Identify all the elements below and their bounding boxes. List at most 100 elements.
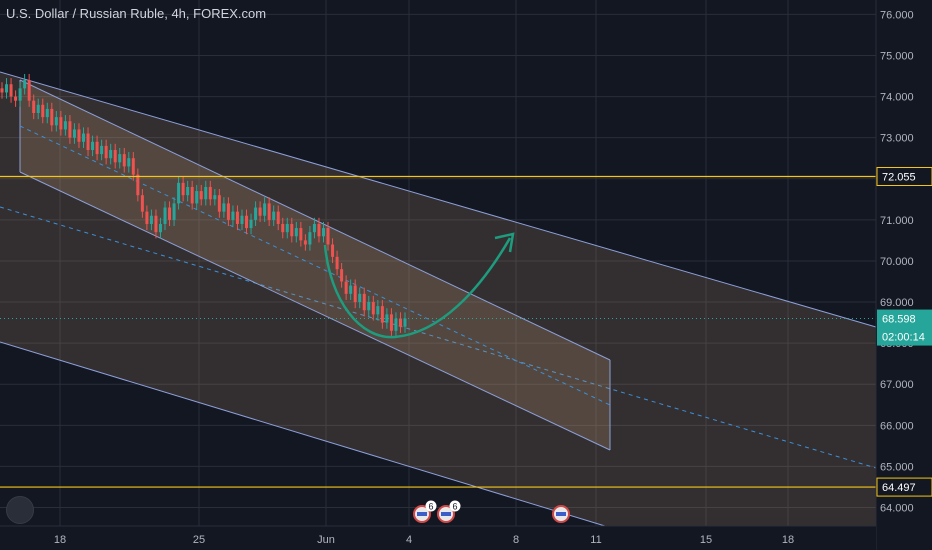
candle-body-6: [27, 80, 31, 101]
candle-body-89: [403, 318, 407, 327]
candle-body-49: [222, 203, 226, 212]
y-tick-label-10: 74.000: [880, 92, 914, 104]
candle-body-64: [290, 223, 294, 237]
candle-body-26: [118, 154, 122, 163]
candle-body-0: [0, 88, 4, 93]
chart-title: U.S. Dollar / Russian Ruble, 4h, FOREX.c…: [6, 6, 267, 21]
candle-body-43: [195, 191, 199, 204]
candle-body-76: [344, 281, 348, 294]
candle-body-41: [186, 186, 190, 196]
candle-body-46: [208, 186, 212, 200]
us-flag-stripe-icon-1: [441, 512, 451, 516]
candle-body-50: [226, 203, 230, 220]
curved-arrow-path: [323, 237, 512, 339]
candle-body-13: [59, 117, 63, 130]
candle-body-32: [145, 211, 149, 224]
event-count-badge-bg-0: [425, 500, 437, 512]
candle-body-81: [367, 302, 371, 311]
candle-body-57: [258, 207, 262, 216]
us-flag-stripe-icon-0: [417, 512, 427, 516]
candle-body-52: [235, 211, 239, 224]
candle-body-40: [181, 182, 185, 196]
y-tick-label-7: 71.000: [880, 215, 914, 227]
level-price-tag-0: 72.055: [882, 171, 916, 183]
tradingview-logo-icon[interactable]: [6, 496, 34, 524]
candle-body-45: [204, 186, 208, 200]
candle-body-39: [177, 182, 181, 204]
time-axis[interactable]: 18 25 Jun 4 8 11 15 18: [0, 525, 876, 550]
candle-body-23: [104, 145, 108, 159]
y-tick-label-2: 66.000: [880, 420, 914, 432]
candle-body-15: [68, 121, 72, 138]
event-count-badge-bg-1: [449, 500, 461, 512]
candle-body-5: [23, 80, 27, 89]
x-tick-label-0: 18: [54, 534, 66, 546]
inner-channel-fill: [20, 80, 610, 450]
candle-body-20: [91, 141, 95, 150]
level-price-tag-bg-0: [876, 166, 932, 186]
event-count-badge-0: 6: [428, 502, 433, 512]
outer-channel-median: [0, 206, 877, 469]
candle-body-25: [113, 149, 117, 163]
price-axis[interactable]: 64.00065.00066.00067.00068.00069.00070.0…: [875, 0, 932, 550]
channels: [0, 71, 877, 527]
trend-arrow-annotation: [323, 232, 515, 339]
level-price-tag-1: 64.497: [882, 482, 916, 494]
candle-body-70: [317, 223, 321, 237]
candle-body-88: [398, 318, 402, 327]
last-price-tag-bg: [877, 309, 932, 346]
candle-body-61: [276, 211, 280, 224]
candle-body-24: [109, 149, 113, 159]
candle-body-59: [267, 203, 271, 220]
candle-body-37: [168, 207, 172, 220]
candle-body-85: [385, 314, 389, 323]
candle-body-55: [249, 219, 253, 229]
candle-body-9: [41, 104, 45, 118]
x-tick-label-2: Jun: [317, 534, 335, 546]
x-tick-label-7: 18: [782, 534, 794, 546]
candle-body-83: [376, 306, 380, 315]
horizontal-levels: [0, 175, 876, 488]
price-axis-bg: [876, 0, 932, 550]
candle-body-73: [331, 244, 335, 257]
candle-body-72: [326, 228, 330, 245]
candle-body-16: [72, 129, 76, 138]
y-tick-label-11: 75.000: [880, 50, 914, 62]
y-tick-label-5: 69.000: [880, 297, 914, 309]
last-price-tag: 68.598: [882, 314, 916, 326]
inner-channel-top: [19, 79, 611, 361]
candle-body-53: [240, 215, 244, 224]
candles: [0, 73, 407, 337]
candle-body-74: [335, 256, 339, 270]
candle-body-67: [303, 240, 307, 245]
candle-body-31: [140, 195, 144, 212]
candle-body-10: [45, 108, 49, 118]
candle-body-56: [254, 207, 258, 220]
candle-body-65: [294, 228, 298, 237]
candle-body-2: [9, 84, 13, 97]
y-tick-label-0: 64.000: [880, 503, 914, 515]
candle-body-8: [36, 104, 40, 114]
candle-body-29: [131, 158, 135, 175]
y-tick-label-3: 67.000: [880, 379, 914, 391]
candle-body-14: [63, 121, 67, 130]
outer-channel-fill: [0, 72, 876, 526]
candle-body-68: [308, 232, 312, 245]
candle-body-44: [199, 191, 203, 200]
y-tick-label-6: 70.000: [880, 256, 914, 268]
candle-body-82: [371, 302, 375, 315]
candle-body-48: [217, 195, 221, 212]
candle-body-87: [394, 318, 398, 331]
time-axis-bg: [0, 526, 876, 550]
candle-body-19: [86, 133, 90, 150]
candle-body-35: [158, 223, 162, 233]
candle-body-86: [389, 314, 393, 331]
candle-body-30: [136, 174, 140, 196]
x-tick-label-5: 11: [590, 534, 601, 546]
candle-body-3: [14, 96, 18, 101]
candle-body-22: [100, 145, 104, 155]
candle-body-34: [154, 215, 158, 233]
